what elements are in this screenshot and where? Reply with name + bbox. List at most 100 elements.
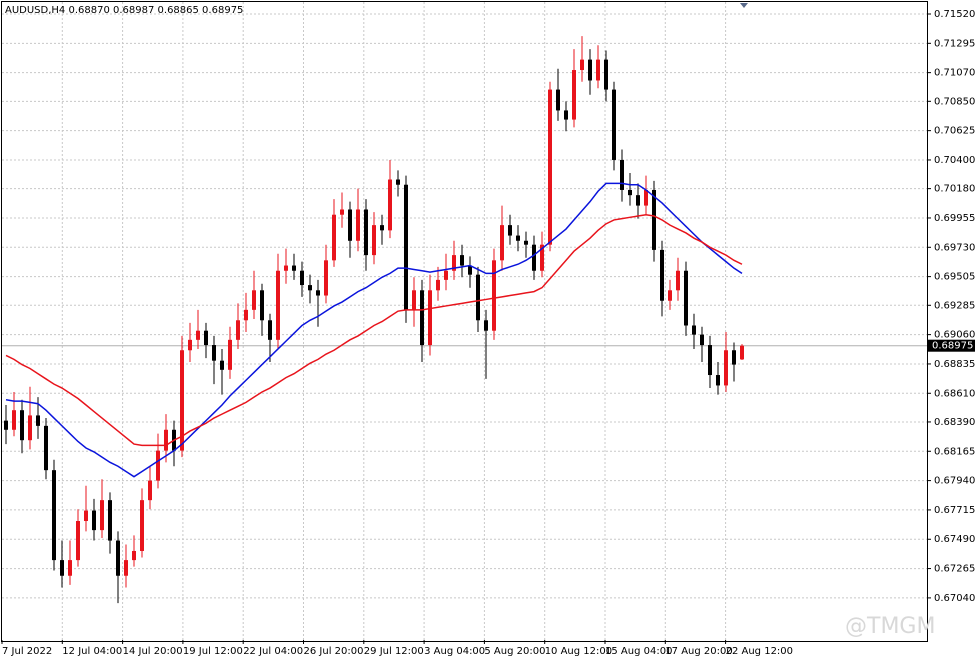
current-price-label: 0.68975: [932, 341, 973, 352]
candle-body: [188, 339, 192, 351]
candle-body: [476, 274, 480, 321]
candle-body: [436, 279, 440, 291]
candle-body: [580, 59, 584, 71]
candle-body: [324, 260, 328, 296]
candle-body: [252, 290, 256, 310]
moving-average: [5, 213, 743, 447]
candle-body: [500, 225, 504, 261]
candle-body: [4, 420, 8, 430]
y-tick-label: 0.67940: [934, 476, 975, 487]
moving-average: [5, 182, 743, 478]
candle-body: [596, 59, 600, 81]
candle-body: [68, 560, 72, 576]
candle-body: [140, 500, 144, 551]
candle-body: [740, 345, 744, 360]
candle-body: [524, 240, 528, 245]
candle-body: [484, 320, 488, 331]
x-tick-label: 26 Jul 20:00: [304, 646, 364, 657]
candle-body: [428, 290, 432, 346]
y-tick-label: 0.67265: [934, 564, 975, 575]
candle-body: [124, 560, 128, 576]
candle-body: [36, 415, 40, 426]
candle-body: [44, 425, 48, 471]
y-tick-label: 0.70400: [934, 155, 975, 166]
x-tick-label: 14 Jul 20:00: [123, 646, 183, 657]
candle-body: [92, 510, 96, 531]
candle-body: [52, 470, 56, 561]
y-tick-label: 0.69505: [934, 272, 975, 283]
candle-body: [236, 320, 240, 340]
candle-body: [492, 260, 496, 331]
candle-body: [452, 255, 456, 271]
candle-body: [220, 360, 224, 370]
candle-body: [612, 89, 616, 160]
candle-body: [228, 339, 232, 370]
candle-body: [180, 350, 184, 451]
candle-body: [348, 209, 352, 241]
candle-body: [364, 209, 368, 256]
candle-body: [588, 59, 592, 81]
y-tick-label: 0.67715: [934, 505, 975, 516]
y-tick-label: 0.71070: [934, 68, 975, 79]
candle-body: [204, 330, 208, 346]
candle-body: [116, 540, 120, 576]
candle-body: [108, 500, 112, 541]
x-tick-label: 22 Aug 12:00: [726, 646, 793, 657]
x-tick-label: 29 Jul 12:00: [364, 646, 424, 657]
candle-body: [692, 325, 696, 335]
x-tick-label: 12 Jul 04:00: [62, 646, 122, 657]
candle-body: [724, 350, 728, 386]
candle-body: [516, 235, 520, 241]
x-tick-label: 3 Aug 04:00: [424, 646, 485, 657]
x-tick-label: 17 Aug 20:00: [665, 646, 732, 657]
candle-body: [276, 270, 280, 340]
candle-body: [668, 290, 672, 301]
candle-body: [388, 179, 392, 231]
candle-body: [244, 309, 248, 321]
candle-body: [628, 189, 632, 196]
plot-frame: [1, 1, 928, 642]
candle-body: [396, 179, 400, 185]
candle-body: [196, 330, 200, 340]
grid: [2, 2, 927, 640]
plot: [4, 36, 744, 604]
candle-body: [148, 480, 152, 501]
x-tick-label: 5 Aug 20:00: [484, 646, 545, 657]
candle-body: [76, 521, 80, 561]
candle-body: [564, 110, 568, 120]
candle-body: [212, 345, 216, 361]
candle-body: [652, 189, 656, 250]
y-tick-label: 0.68390: [934, 417, 975, 428]
candle-body: [308, 285, 312, 291]
y-tick-label: 0.69955: [934, 213, 975, 224]
y-tick-label: 0.68165: [934, 446, 975, 457]
candle-body: [356, 209, 360, 241]
candle-body: [292, 265, 296, 271]
candle-body: [548, 89, 552, 245]
candle-body: [468, 265, 472, 275]
y-tick-label: 0.67490: [934, 534, 975, 545]
candle-body: [572, 70, 576, 120]
candle-body: [316, 290, 320, 296]
candle-body: [84, 510, 88, 522]
y-tick-label: 0.70850: [934, 96, 975, 107]
candle-body: [460, 255, 464, 266]
candle-body: [684, 270, 688, 326]
candle-body: [508, 225, 512, 236]
candle-body: [532, 244, 536, 271]
candle-body: [708, 345, 712, 376]
candle-body: [12, 410, 16, 430]
candle-body: [700, 334, 704, 346]
candle-body: [268, 320, 272, 340]
candle-body: [604, 59, 608, 90]
chart-title: AUDUSD,H4 0.68870 0.68987 0.68865 0.6897…: [5, 5, 243, 16]
candle-body: [404, 184, 408, 310]
candle-body: [540, 244, 544, 271]
candle-body: [412, 290, 416, 310]
candle-body: [28, 415, 32, 441]
candle-body: [716, 375, 720, 386]
y-tick-label: 0.71295: [934, 38, 975, 49]
y-tick-label: 0.67040: [934, 593, 975, 604]
